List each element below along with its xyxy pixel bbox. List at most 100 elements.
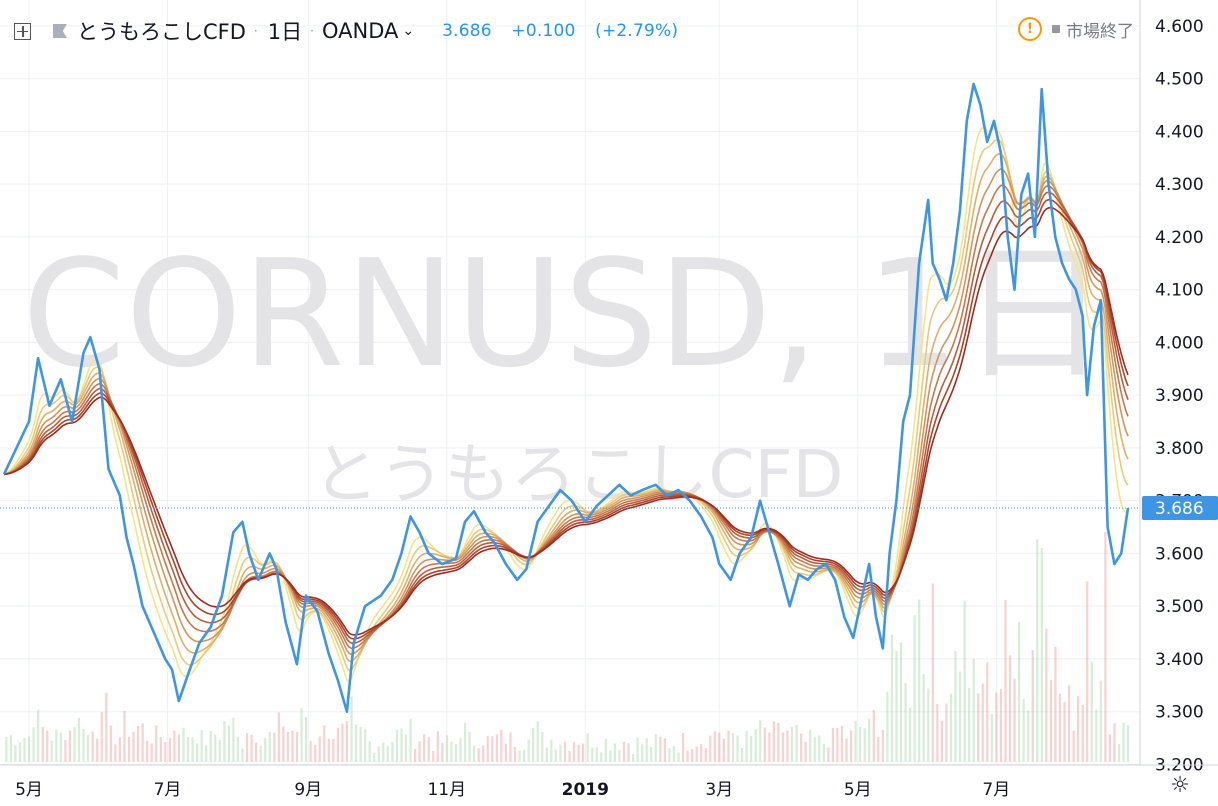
settings-gear-icon[interactable]: ☼ (1170, 773, 1190, 798)
volume-bar (445, 735, 448, 762)
volume-bar (704, 748, 707, 762)
volume-bar (168, 737, 171, 762)
volume-bar (591, 747, 594, 762)
volume-bar (191, 737, 194, 762)
chevron-down-icon[interactable]: ⌄ (402, 23, 415, 39)
price-tick-label: 3.900 (1155, 386, 1204, 406)
price-axis[interactable] (1140, 0, 1218, 806)
volume-bar (268, 732, 271, 762)
volume-bar (300, 708, 303, 762)
volume-bar (473, 745, 476, 762)
volume-bar (177, 734, 181, 762)
volume-bar (740, 747, 744, 762)
volume-bar (1013, 678, 1016, 762)
volume-bar (849, 730, 853, 762)
volume-bar (750, 736, 753, 762)
volume-bar (109, 725, 112, 762)
volume-bar (146, 740, 149, 762)
volume-bar (736, 735, 739, 762)
timeframe-label[interactable]: 1日 (267, 20, 303, 44)
volume-bar (999, 689, 1003, 762)
time-tick-label: 11月 (427, 780, 466, 800)
exchange-label[interactable]: OANDA (321, 19, 399, 43)
status-dot-icon (1052, 25, 1060, 33)
volume-bar (259, 745, 262, 762)
time-axis[interactable] (0, 765, 1140, 806)
price-line[interactable] (2, 82, 1130, 713)
volume-bar (218, 740, 221, 762)
expand-icon[interactable] (14, 22, 31, 40)
ema-ribbon-line (3, 152, 1129, 663)
volume-bar (559, 744, 562, 762)
volume-bar (1040, 547, 1043, 762)
volume-bar (87, 734, 90, 762)
volume-bar (831, 727, 835, 762)
volume-bar (182, 727, 185, 762)
volume-bar (96, 738, 99, 762)
ema-ribbon-line (3, 168, 1129, 656)
volume-bar (127, 736, 131, 762)
volume-bar (622, 741, 626, 762)
volume-bar (377, 746, 380, 762)
volume-bar (595, 746, 598, 762)
volume-bar (454, 744, 458, 762)
volume-bar (413, 749, 417, 762)
volume-bar (827, 747, 830, 762)
volume-bar (700, 743, 703, 762)
volume-bar (382, 742, 385, 762)
price-tick-label: 4.300 (1155, 175, 1204, 195)
volume-bar (822, 744, 825, 762)
volume-bar (200, 730, 203, 762)
volume-bar (840, 725, 844, 762)
volume-bar (509, 732, 512, 762)
volume-bar (918, 599, 921, 762)
volume-bar (318, 736, 321, 762)
volume-bar (709, 735, 712, 762)
volume-bar (495, 734, 498, 762)
volume-bar (677, 752, 680, 762)
volume-bar (772, 721, 775, 762)
market-status-label: 市場終了 (1066, 21, 1134, 42)
volume-bar (582, 743, 585, 762)
volume-bar (650, 747, 653, 762)
ema-ribbon-line (3, 184, 1129, 650)
volume-bar (931, 583, 934, 762)
header-separator: · (253, 24, 258, 38)
volume-bar (364, 729, 367, 762)
volume-bar (936, 704, 939, 762)
volume-bar (781, 732, 785, 762)
volume-bar (958, 671, 962, 762)
volume-bar (37, 709, 40, 762)
volume-bar (477, 748, 480, 762)
volume-bar (759, 720, 762, 762)
price-tick-label: 4.200 (1155, 228, 1204, 248)
volume-bar (173, 730, 176, 762)
time-tick-label: 9月 (294, 780, 322, 800)
volume-bar (241, 748, 244, 762)
volume-bar (631, 754, 635, 762)
volume-bar (518, 750, 521, 762)
warning-icon[interactable]: ! (1018, 17, 1042, 41)
volume-bar (196, 743, 199, 762)
volume-bar (754, 729, 757, 762)
market-status[interactable]: ! 市場終了 (1018, 14, 1134, 44)
header-separator: · (310, 24, 314, 38)
volume-bar (713, 731, 716, 762)
flag-icon[interactable] (53, 24, 67, 38)
volume-bar (586, 733, 589, 762)
volume-bar (295, 731, 299, 762)
volume-bar (886, 691, 889, 762)
volume-bar (868, 718, 871, 762)
symbol-name[interactable]: とうもろこしCFD (77, 20, 246, 44)
volume-bar (46, 730, 49, 762)
volume-bar (341, 723, 344, 762)
volume-bar (436, 731, 439, 762)
volume-bar (972, 658, 975, 762)
volume-bar (150, 743, 153, 762)
volume-bar (890, 634, 894, 762)
volume-bar (1086, 581, 1089, 762)
volume-bar (1049, 679, 1052, 762)
volume-bar (27, 736, 31, 762)
volume-bar (41, 726, 44, 762)
